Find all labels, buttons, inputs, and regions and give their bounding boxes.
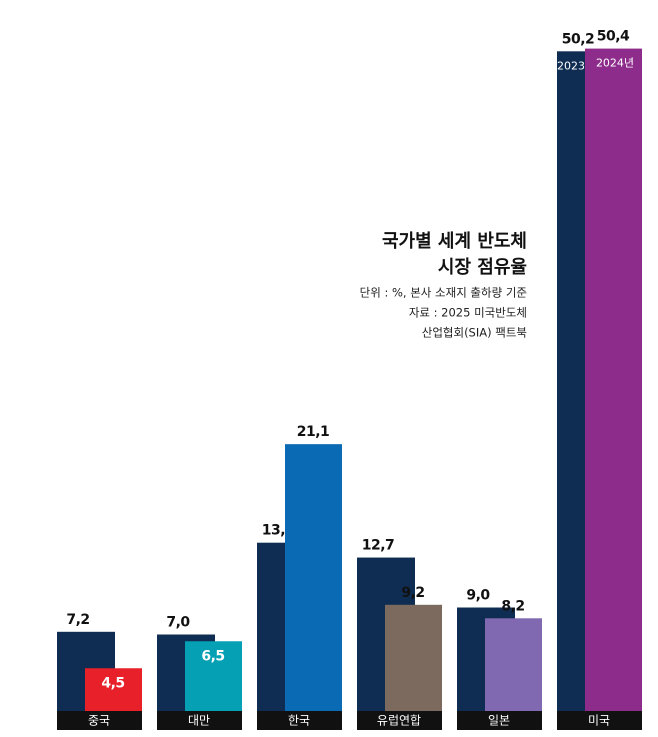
category-strip <box>557 711 642 730</box>
value-label: 12,7 <box>362 538 395 554</box>
legend-label: 2024년 <box>596 57 634 70</box>
value-label: 9,2 <box>401 585 424 601</box>
chart-title: 국가별 세계 반도체 <box>382 231 527 252</box>
value-label: 6,5 <box>201 648 224 664</box>
category-strip <box>457 711 542 730</box>
value-label: 9,0 <box>466 588 490 604</box>
value-label: 7,0 <box>166 615 190 631</box>
note: 자료 : 2025 미국반도체 <box>409 306 527 320</box>
category-strip <box>257 711 342 730</box>
x-tick-label: 유럽연합 <box>377 714 421 728</box>
note: 산업협회(SIA) 팩트북 <box>422 326 527 340</box>
bar <box>285 444 342 729</box>
bar <box>485 618 542 729</box>
legend-label: 2023 <box>557 59 585 72</box>
x-tick-label: 한국 <box>288 714 310 728</box>
category-strip <box>157 711 242 730</box>
value-label: 7,2 <box>66 612 89 628</box>
chart-title: 시장 점유율 <box>438 257 527 278</box>
value-label: 50,4 <box>597 29 630 45</box>
bar <box>585 48 642 730</box>
x-tick-label: 미국 <box>588 714 610 728</box>
category-strip <box>357 711 442 730</box>
x-tick-label: 중국 <box>88 714 110 728</box>
category-strip <box>57 711 142 730</box>
value-label: 50,2 <box>562 31 595 47</box>
value-label: 21,1 <box>297 424 330 440</box>
x-tick-label: 대만 <box>188 714 210 728</box>
bar <box>385 604 442 729</box>
note: 단위 : %, 본사 소재지 출하량 기준 <box>360 286 527 300</box>
x-tick-label: 일본 <box>488 714 510 728</box>
value-label: 4,5 <box>101 675 124 691</box>
value-label: 8,2 <box>501 598 524 614</box>
